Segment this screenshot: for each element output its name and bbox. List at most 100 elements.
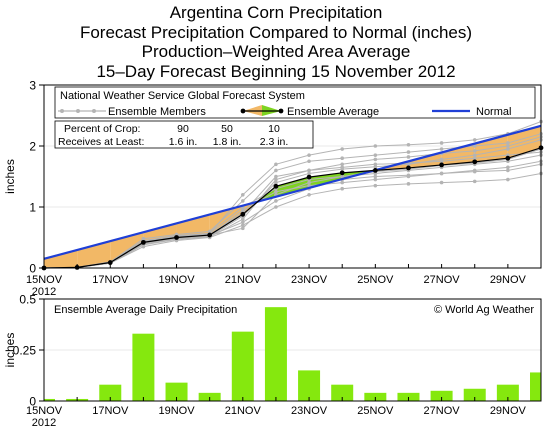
ensemble-member-line bbox=[43, 136, 542, 269]
ensemble-member-point bbox=[406, 142, 411, 147]
ensemble-member-point bbox=[506, 144, 510, 148]
y-tick-label: 0.5 bbox=[19, 293, 36, 307]
daily-precip-bar bbox=[530, 372, 541, 401]
daily-precip-bar bbox=[364, 392, 387, 401]
x-tick-label: 17NOV bbox=[92, 405, 129, 417]
ensemble-member-point bbox=[406, 155, 411, 159]
ensemble-average-point bbox=[207, 232, 213, 238]
legend-normal-label: Normal bbox=[476, 106, 511, 118]
ensemble-member-point bbox=[274, 205, 278, 209]
ensemble-member-point bbox=[307, 168, 311, 173]
normal-line bbox=[43, 124, 542, 260]
ensemble-member-point bbox=[373, 177, 378, 182]
ensemble-average-point bbox=[306, 174, 312, 180]
below-normal-fill bbox=[77, 241, 111, 268]
ensemble-member-point bbox=[373, 157, 378, 162]
y-tick-label: 0 bbox=[29, 395, 36, 409]
ensemble-member-point bbox=[241, 208, 245, 212]
x-tick-label: 17NOV bbox=[92, 274, 129, 286]
legend-box: National Weather Service Global Forecast… bbox=[54, 86, 536, 149]
ensemble-member-point bbox=[340, 162, 345, 167]
credit-text: © World Ag Weather bbox=[434, 304, 534, 316]
legend-average-point bbox=[278, 108, 284, 114]
main-title: Argentina Corn Precipitation bbox=[169, 3, 383, 22]
ensemble-member-point bbox=[274, 199, 278, 203]
legend-frame bbox=[54, 86, 536, 119]
x-tick-label: 23NOV bbox=[291, 405, 328, 417]
y-tick-label: 0 bbox=[29, 262, 36, 276]
x-tick-label: 15NOV bbox=[26, 405, 63, 417]
ensemble-member-point bbox=[439, 141, 444, 145]
ensemble-member-point bbox=[472, 144, 477, 148]
ensemble-member-line bbox=[43, 154, 542, 269]
daily-precip-bar bbox=[231, 331, 254, 401]
legend-members-point bbox=[76, 109, 80, 113]
below-normal-fill bbox=[408, 152, 442, 168]
ensemble-member-point bbox=[340, 174, 345, 179]
daily-precip-bar bbox=[430, 390, 453, 401]
legend-title: National Weather Service Global Forecast… bbox=[60, 90, 305, 102]
ensemble-member-point bbox=[307, 180, 311, 185]
x-tick-label: 21NOV bbox=[225, 274, 262, 286]
below-normal-fill bbox=[441, 143, 475, 165]
ensemble-member-point bbox=[373, 174, 378, 179]
ensemble-member-point bbox=[241, 193, 245, 197]
legend-members-point bbox=[92, 109, 96, 113]
legend-members-point bbox=[60, 109, 64, 113]
ensemble-member-point bbox=[274, 189, 278, 194]
subtitle-3: 15–Day Forecast Beginning 15 November 20… bbox=[96, 61, 456, 81]
ensemble-member-point bbox=[472, 138, 477, 142]
ensemble-member-point bbox=[307, 159, 311, 164]
daily-precip-bar bbox=[463, 388, 486, 401]
top-plot-frame bbox=[43, 84, 542, 269]
ensemble-member-point bbox=[307, 193, 311, 197]
ensemble-member-point bbox=[274, 180, 278, 185]
ensemble-member-line bbox=[43, 172, 542, 269]
daily-precip-bar bbox=[298, 370, 321, 401]
ensemble-average-point bbox=[339, 170, 345, 176]
ensemble-member-point bbox=[506, 177, 510, 182]
percent-value: 10 bbox=[268, 123, 280, 135]
ensemble-member-point bbox=[373, 162, 378, 167]
ensemble-average-point bbox=[472, 159, 478, 165]
x-tick-label: 15NOV bbox=[26, 274, 63, 286]
x-year-label: 2012 bbox=[32, 286, 56, 298]
ensemble-average-point bbox=[439, 162, 444, 168]
ensemble-member-point bbox=[472, 169, 477, 174]
ensemble-member-point bbox=[406, 173, 411, 178]
y-axis-label: inches bbox=[3, 333, 17, 368]
ensemble-member-point bbox=[406, 182, 411, 186]
amount-value: 2.3 in. bbox=[260, 136, 289, 148]
amount-row-label: Receives at Least: bbox=[58, 136, 144, 148]
daily-precip-bar bbox=[397, 392, 420, 401]
ensemble-member-point bbox=[439, 147, 444, 151]
subtitle-1: Forecast Precipitation Compared to Norma… bbox=[79, 22, 473, 42]
ensemble-member-point bbox=[472, 156, 477, 160]
ensemble-average-point bbox=[141, 239, 146, 245]
x-tick-label: 27NOV bbox=[424, 405, 461, 417]
x-tick-label: 23NOV bbox=[291, 274, 328, 286]
ensemble-member-point bbox=[373, 183, 378, 188]
amount-value: 1.8 in. bbox=[213, 136, 242, 148]
ensemble-member-point bbox=[439, 159, 444, 164]
ensemble-average-line bbox=[43, 147, 542, 269]
ensemble-member-point bbox=[241, 220, 245, 225]
daily-precip-bar bbox=[99, 384, 122, 401]
ensemble-member-point bbox=[439, 180, 444, 185]
y-tick-label: 3 bbox=[29, 79, 36, 93]
ensemble-average-point bbox=[107, 260, 113, 265]
percent-value: 90 bbox=[177, 123, 189, 135]
ensemble-member-point bbox=[274, 162, 278, 167]
x-tick-label: 25NOV bbox=[357, 274, 394, 286]
ensemble-member-point bbox=[307, 171, 311, 176]
ensemble-member-point bbox=[506, 165, 510, 170]
ensemble-member-point bbox=[340, 186, 345, 191]
daily-precip-bar bbox=[264, 307, 287, 401]
x-tick-label: 21NOV bbox=[225, 405, 262, 417]
percent-value: 50 bbox=[221, 123, 233, 135]
subtitle-2: Production–Weighted Area Average bbox=[141, 42, 411, 61]
legend-average-label: Ensemble Average bbox=[287, 106, 379, 118]
percent-table-frame bbox=[54, 120, 314, 149]
daily-precip-bar bbox=[44, 398, 55, 401]
